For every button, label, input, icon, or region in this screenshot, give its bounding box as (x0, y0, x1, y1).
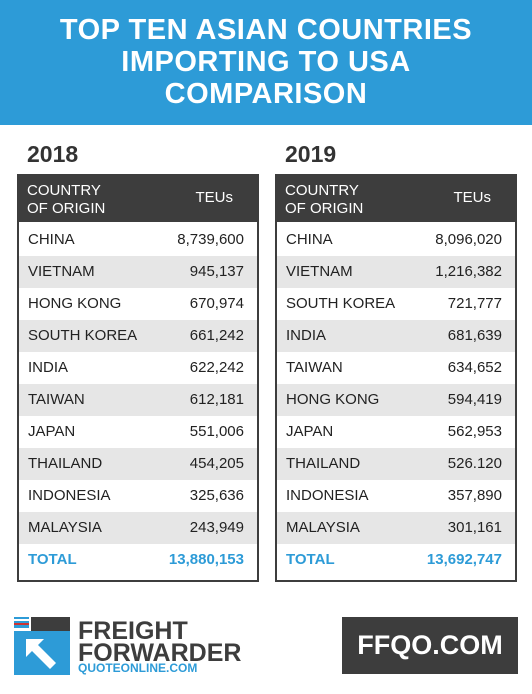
teu-value: 325,636 (189, 487, 244, 504)
total-row: TOTAL 13,880,153 (19, 544, 257, 576)
table: COUNTRY OF ORIGIN TEUs CHINA 8,096,020 VIETN… (275, 174, 517, 582)
teu-value: 670,974 (189, 295, 244, 312)
country: VIETNAM (286, 263, 353, 280)
country: INDIA (28, 359, 69, 376)
column-header: TEUs (195, 189, 234, 206)
teu-value: 8,739,600 (177, 231, 244, 248)
year-label: 2019 (285, 141, 337, 167)
table-row: HONG KONG 670,974 (19, 288, 257, 320)
header: TOP TEN ASIAN COUNTRIES IMPORTING TO USA… (0, 0, 532, 125)
teu-value: 661,242 (189, 327, 244, 344)
teu-value: 562,953 (447, 423, 502, 440)
country: SOUTH KOREA (286, 295, 396, 312)
country: HONG KONG (286, 391, 380, 408)
table-row: INDIA 622,242 (19, 352, 257, 384)
teu-value: 681,639 (447, 327, 502, 344)
year-label: 2018 (27, 141, 79, 167)
teu-value: 301,161 (447, 519, 502, 536)
column-header: COUNTRY OF ORIGIN (285, 182, 364, 217)
site-link[interactable]: FFQO.COM (342, 617, 518, 674)
total-value: 13,692,747 (426, 551, 502, 568)
table-row: VIETNAM 1,216,382 (277, 256, 515, 288)
logo-url: QUOTEONLINE.COM (78, 661, 198, 675)
country: INDONESIA (286, 487, 369, 504)
country: VIETNAM (28, 263, 95, 280)
table-row: JAPAN 551,006 (19, 416, 257, 448)
country: THAILAND (286, 455, 361, 472)
country: CHINA (28, 231, 75, 248)
table-row: TAIWAN 612,181 (19, 384, 257, 416)
table-row: CHINA 8,096,020 (277, 224, 515, 256)
table-row: INDIA 681,639 (277, 320, 515, 352)
table-row: MALAYSIA 243,949 (19, 512, 257, 544)
teu-value: 622,242 (189, 359, 244, 376)
logo-icon (14, 617, 70, 675)
teu-value: 594,419 (447, 391, 502, 408)
country: TAIWAN (286, 359, 343, 376)
title-line: TOP TEN ASIAN COUNTRIES (59, 14, 473, 46)
total-value: 13,880,153 (168, 551, 244, 568)
table-header: COUNTRY OF ORIGIN TEUs (19, 176, 257, 222)
table-row: THAILAND 526.120 (277, 448, 515, 480)
table-row: HONG KONG 594,419 (277, 384, 515, 416)
teu-value: 454,205 (189, 455, 244, 472)
table-row: TAIWAN 634,652 (277, 352, 515, 384)
teu-value: 945,137 (189, 263, 244, 280)
column-header: COUNTRY OF ORIGIN (27, 182, 106, 217)
logo-text: FREIGHT (78, 617, 188, 645)
table-row: SOUTH KOREA 661,242 (19, 320, 257, 352)
teu-value: 357,890 (447, 487, 502, 504)
country: JAPAN (286, 423, 334, 440)
logo-text: FORWARDER (78, 639, 242, 667)
country: TAIWAN (28, 391, 85, 408)
table-row: JAPAN 562,953 (277, 416, 515, 448)
teu-value: 1,216,382 (435, 263, 502, 280)
table-row: CHINA 8,739,600 (19, 224, 257, 256)
total-label: TOTAL (286, 551, 335, 568)
country: INDIA (286, 327, 327, 344)
table: COUNTRY OF ORIGIN TEUs CHINA 8,739,600 VIETN… (17, 174, 259, 582)
table-row: THAILAND 454,205 (19, 448, 257, 480)
teu-value: 8,096,020 (435, 231, 502, 248)
title-line: COMPARISON (164, 78, 368, 110)
teu-value: 721,777 (447, 295, 502, 312)
table-row: INDONESIA 357,890 (277, 480, 515, 512)
column-header: TEUs (453, 189, 492, 206)
teu-value: 551,006 (189, 423, 244, 440)
country: INDONESIA (28, 487, 111, 504)
country: MALAYSIA (286, 519, 360, 536)
title-line: IMPORTING TO USA (121, 46, 411, 78)
teu-value: 634,652 (447, 359, 502, 376)
country: HONG KONG (28, 295, 122, 312)
country: THAILAND (28, 455, 103, 472)
table-row: INDONESIA 325,636 (19, 480, 257, 512)
table-header: COUNTRY OF ORIGIN TEUs (277, 176, 515, 222)
total-label: TOTAL (28, 551, 77, 568)
teu-value: 526.120 (447, 455, 502, 472)
table-row: SOUTH KOREA 721,777 (277, 288, 515, 320)
country: MALAYSIA (28, 519, 102, 536)
table-row: VIETNAM 945,137 (19, 256, 257, 288)
country: SOUTH KOREA (28, 327, 138, 344)
country: CHINA (286, 231, 333, 248)
country: JAPAN (28, 423, 76, 440)
teu-value: 612,181 (189, 391, 244, 408)
table-row: MALAYSIA 301,161 (277, 512, 515, 544)
teu-value: 243,949 (189, 519, 244, 536)
total-row: TOTAL 13,692,747 (277, 544, 515, 576)
